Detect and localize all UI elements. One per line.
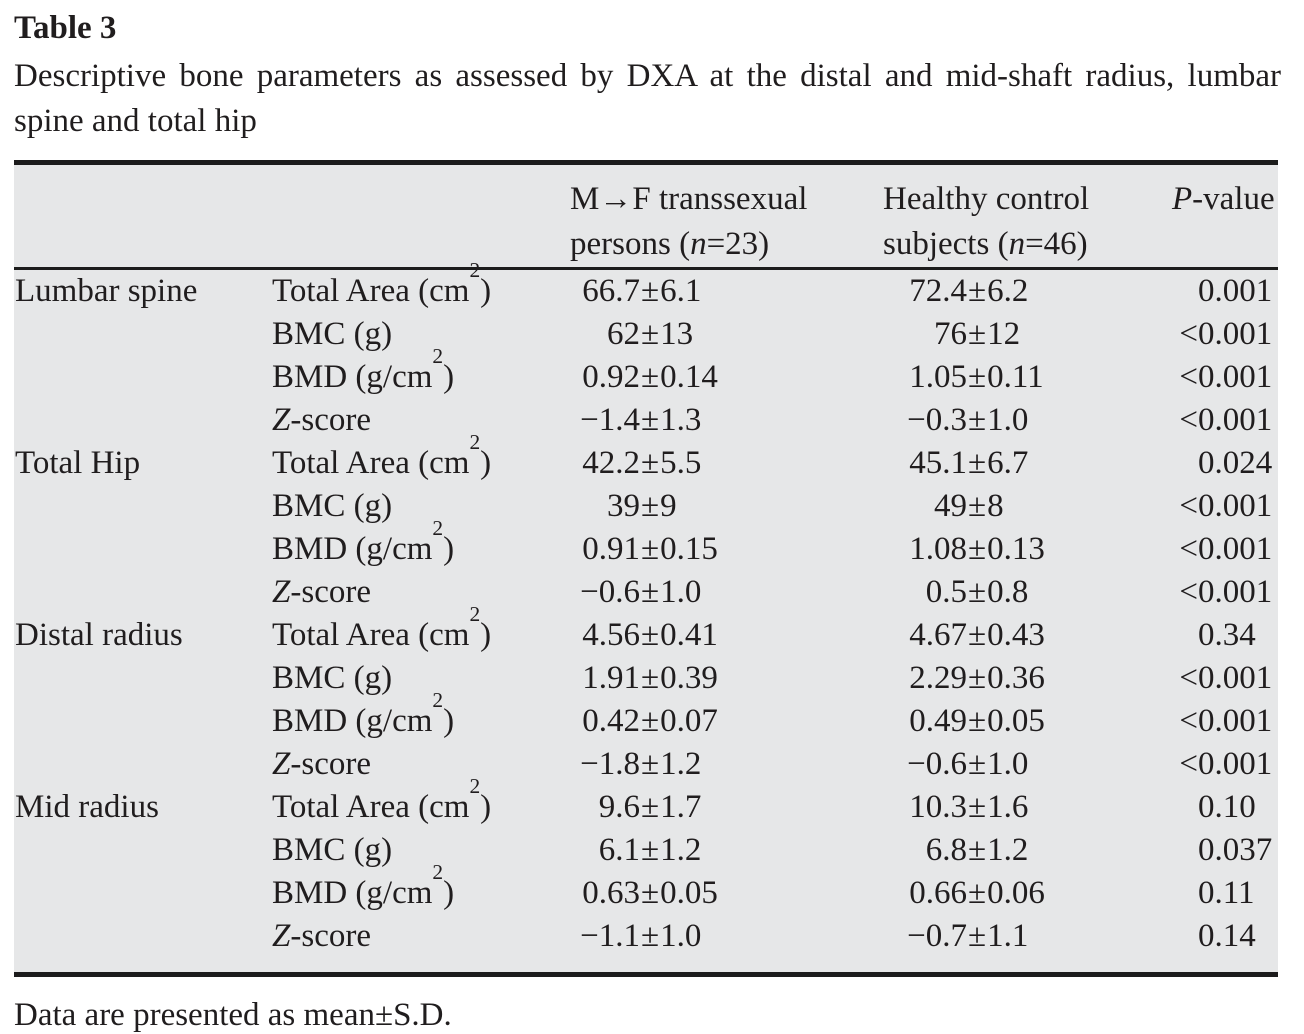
p-value-cell: 0.10: [1198, 789, 1256, 825]
value-cell-mtf: −1.4±1.3: [580, 402, 702, 438]
parameter-cell: Z-score: [272, 746, 371, 782]
value-cell-mtf: 62±13: [607, 316, 694, 352]
value-cell-control: −0.6±1.0: [907, 746, 1029, 782]
value-cell-control: −0.3±1.0: [907, 402, 1029, 438]
value-cell-mtf: 6.1±1.2: [598, 832, 702, 868]
table-number: Table 3: [14, 10, 117, 46]
table-row: Mid radius Total Area (cm2) 9.6±1.7 10.3±1.…: [14, 774, 1278, 829]
p-value-cell: 0.11: [1198, 875, 1255, 911]
p-value-cell: <0.001: [1179, 359, 1273, 395]
parameter-cell: BMD (g/cm2): [272, 344, 455, 395]
value-cell-control: 76±12: [934, 316, 1021, 352]
value-cell-mtf: 1.91±0.39: [582, 660, 718, 696]
header-mtf-group: M→F transsexual persons (n=23): [565, 162, 878, 270]
header-row: M→F transsexual persons (n=23) Healthy co…: [14, 162, 1278, 270]
parameter-cell: Total Area (cm2): [272, 774, 492, 825]
table-row: Z-score −1.8±1.2 −0.6±1.0 <0.001: [14, 743, 1278, 786]
p-value-cell: 0.037: [1198, 832, 1273, 868]
p-value-cell: <0.001: [1179, 488, 1273, 524]
table-footnote: Data are presented as mean±S.D.: [14, 997, 452, 1033]
p-value-cell: <0.001: [1179, 703, 1273, 739]
table-caption: Descriptive bone parameters as assessed …: [14, 58, 1281, 139]
value-cell-control: 49±8: [934, 488, 1004, 524]
table-row: BMD (g/cm2) 0.92±0.14 1.05±0.11 <0.001: [14, 344, 1278, 399]
value-cell-control: 10.3±1.6: [909, 789, 1029, 825]
table-row: Lumbar spine Total Area (cm2) 66.7±6.1 72.4…: [14, 258, 1278, 314]
p-value-cell: 0.34: [1198, 617, 1256, 653]
value-cell-mtf: 4.56±0.41: [582, 617, 718, 653]
group-label: Distal radius: [15, 617, 183, 653]
value-cell-mtf: 0.63±0.05: [582, 875, 718, 911]
value-cell-mtf: 9.6±1.7: [598, 789, 702, 825]
parameter-cell: BMC (g): [272, 316, 393, 352]
value-cell-control: 6.8±1.2: [925, 832, 1029, 868]
value-cell-control: 1.08±0.13: [909, 531, 1045, 567]
table-row: Z-score −0.6±1.0 0.5±0.8 <0.001: [14, 571, 1278, 614]
parameter-cell: BMC (g): [272, 488, 393, 524]
value-cell-mtf: 0.42±0.07: [582, 703, 718, 739]
parameter-cell: Z-score: [272, 402, 371, 438]
value-cell-mtf: 42.2±5.5: [582, 445, 702, 481]
p-value-cell: 0.14: [1198, 918, 1256, 954]
parameter-cell: BMD (g/cm2): [272, 516, 455, 567]
p-value-cell: <0.001: [1179, 402, 1273, 438]
table-row: BMC (g) 1.91±0.39 2.29±0.36 <0.001: [14, 657, 1278, 700]
header-p-value: P-value: [1165, 162, 1278, 270]
value-cell-control: 4.67±0.43: [909, 617, 1045, 653]
table-row: BMD (g/cm2) 0.63±0.05 0.66±0.06 0.11: [14, 860, 1278, 915]
table-row: BMD (g/cm2) 0.42±0.07 0.49±0.05 <0.001: [14, 688, 1278, 743]
parameter-cell: BMD (g/cm2): [272, 860, 455, 911]
p-value-cell: <0.001: [1179, 660, 1273, 696]
value-cell-control: 0.66±0.06: [909, 875, 1045, 911]
table-row: Z-score −1.4±1.3 −0.3±1.0 <0.001: [14, 399, 1278, 442]
p-value-cell: <0.001: [1179, 316, 1273, 352]
parameter-cell: BMD (g/cm2): [272, 688, 455, 739]
table-row: Total Hip Total Area (cm2) 42.2±5.5 45.1±6.…: [14, 430, 1278, 485]
table-row: BMC (g) 39±9 49±8 <0.001: [14, 485, 1278, 528]
value-cell-mtf: −1.8±1.2: [580, 746, 702, 782]
value-cell-control: 0.49±0.05: [909, 703, 1045, 739]
parameter-cell: Total Area (cm2): [272, 430, 492, 481]
value-cell-control: 0.5±0.8: [925, 574, 1029, 610]
header-control-group: Healthy control subjects (n=46): [878, 162, 1165, 270]
p-value-cell: 0.024: [1198, 445, 1273, 481]
table-row: BMC (g) 6.1±1.2 6.8±1.2 0.037: [14, 829, 1278, 872]
table-row: Z-score −1.1±1.0 −0.7±1.1 0.14: [14, 915, 1278, 975]
value-cell-control: 2.29±0.36: [909, 660, 1045, 696]
bone-parameters-table: M→F transsexual persons (n=23) Healthy co…: [14, 160, 1281, 977]
value-cell-control: 1.05±0.11: [909, 359, 1044, 395]
value-cell-mtf: −0.6±1.0: [580, 574, 702, 610]
value-cell-control: 45.1±6.7: [909, 445, 1029, 481]
parameter-cell: BMC (g): [272, 832, 393, 868]
group-label: Mid radius: [15, 789, 159, 825]
value-cell-mtf: 0.92±0.14: [582, 359, 718, 395]
group-label: Lumbar spine: [15, 273, 198, 309]
value-cell-mtf: 0.91±0.15: [582, 531, 718, 567]
value-cell-control: 72.4±6.2: [909, 273, 1029, 309]
header-group-blank: [14, 162, 272, 270]
p-value-cell: 0.001: [1198, 273, 1273, 309]
value-cell-mtf: 39±9: [607, 488, 677, 524]
p-value-cell: <0.001: [1179, 746, 1273, 782]
value-cell-mtf: 66.7±6.1: [582, 273, 702, 309]
table-row: BMC (g) 62±13 76±12 <0.001: [14, 313, 1278, 356]
p-value-cell: <0.001: [1179, 574, 1273, 610]
p-value-cell: <0.001: [1179, 531, 1273, 567]
value-cell-mtf: −1.1±1.0: [580, 918, 702, 954]
parameter-cell: Z-score: [272, 574, 371, 610]
table-row: BMD (g/cm2) 0.91±0.15 1.08±0.13 <0.001: [14, 516, 1278, 571]
header-parameter-blank: [272, 162, 565, 270]
data-table: M→F transsexual persons (n=23) Healthy co…: [14, 160, 1278, 977]
parameter-cell: Total Area (cm2): [272, 602, 492, 653]
parameter-cell: Z-score: [272, 918, 371, 954]
group-label: Total Hip: [15, 445, 141, 481]
value-cell-control: −0.7±1.1: [907, 918, 1029, 954]
table-row: Distal radius Total Area (cm2) 4.56±0.41 4.…: [14, 602, 1278, 657]
parameter-cell: BMC (g): [272, 660, 393, 696]
parameter-cell: Total Area (cm2): [272, 258, 492, 309]
